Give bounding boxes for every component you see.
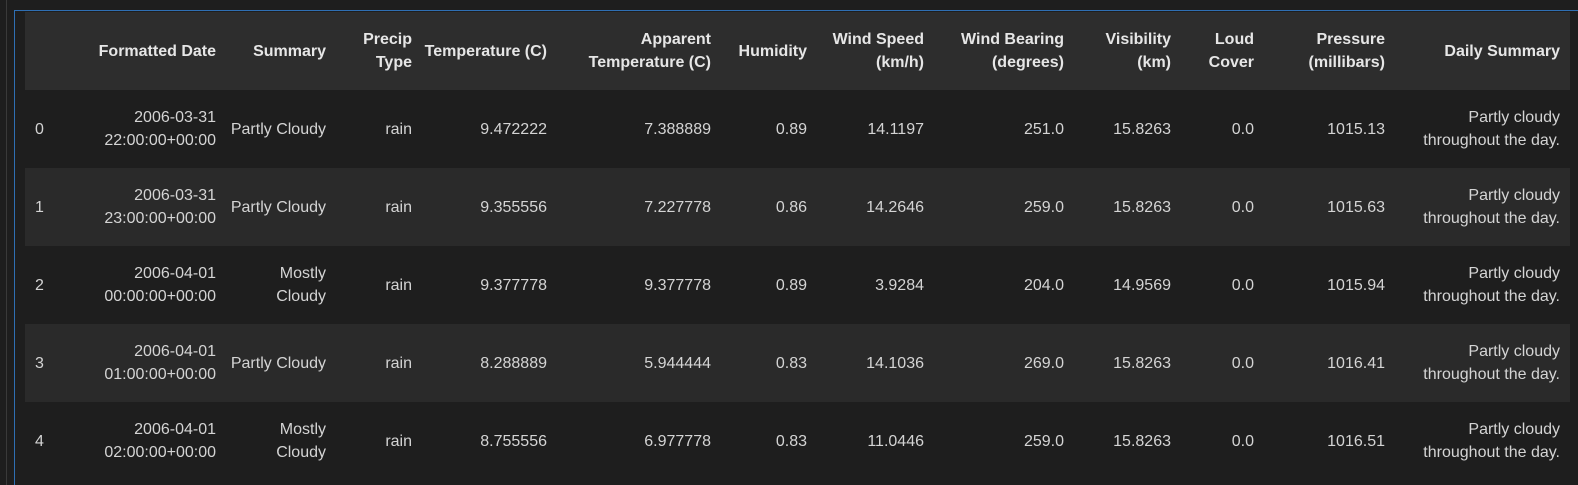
column-header-pressure: Pressure (millibars) — [1264, 12, 1395, 90]
cell-apparent-temperature: 9.377778 — [557, 246, 721, 324]
cell-humidity: 0.83 — [721, 402, 817, 480]
row-index: 1 — [25, 168, 70, 246]
cell-pressure: 1015.13 — [1264, 90, 1395, 168]
table-header: Formatted Date Summary Precip Type Tempe… — [25, 12, 1570, 90]
cell-wind-speed: 14.2646 — [817, 168, 934, 246]
cell-humidity: 0.89 — [721, 246, 817, 324]
cell-apparent-temperature: 7.227778 — [557, 168, 721, 246]
table-row: 0 2006-03-31 22:00:00+00:00 Partly Cloud… — [25, 90, 1570, 168]
notebook-output-cell — [14, 10, 1578, 485]
table-body: 0 2006-03-31 22:00:00+00:00 Partly Cloud… — [25, 90, 1570, 480]
cell-wind-speed: 3.9284 — [817, 246, 934, 324]
cell-formatted-date: 2006-04-01 02:00:00+00:00 — [70, 402, 226, 480]
cell-summary: Mostly Cloudy — [226, 402, 336, 480]
cell-humidity: 0.83 — [721, 324, 817, 402]
cell-wind-bearing: 259.0 — [934, 168, 1074, 246]
cell-wind-speed: 14.1036 — [817, 324, 934, 402]
cell-formatted-date: 2006-03-31 22:00:00+00:00 — [70, 90, 226, 168]
column-header-loud-cover: Loud Cover — [1181, 12, 1264, 90]
table-row: 4 2006-04-01 02:00:00+00:00 Mostly Cloud… — [25, 402, 1570, 480]
cell-summary: Partly Cloudy — [226, 90, 336, 168]
cell-loud-cover: 0.0 — [1181, 324, 1264, 402]
cell-wind-bearing: 251.0 — [934, 90, 1074, 168]
index-header — [25, 12, 70, 90]
cell-summary: Partly Cloudy — [226, 324, 336, 402]
row-index: 0 — [25, 90, 70, 168]
cell-pressure: 1016.41 — [1264, 324, 1395, 402]
cell-formatted-date: 2006-04-01 01:00:00+00:00 — [70, 324, 226, 402]
column-header-wind-bearing: Wind Bearing (degrees) — [934, 12, 1074, 90]
cell-loud-cover: 0.0 — [1181, 168, 1264, 246]
header-row: Formatted Date Summary Precip Type Tempe… — [25, 12, 1570, 90]
cell-visibility: 15.8263 — [1074, 90, 1181, 168]
cell-summary: Mostly Cloudy — [226, 246, 336, 324]
cell-apparent-temperature: 5.944444 — [557, 324, 721, 402]
cell-temperature: 9.355556 — [422, 168, 557, 246]
cell-pressure: 1015.63 — [1264, 168, 1395, 246]
cell-humidity: 0.89 — [721, 90, 817, 168]
cell-precip-type: rain — [336, 324, 422, 402]
cell-precip-type: rain — [336, 246, 422, 324]
cell-visibility: 15.8263 — [1074, 402, 1181, 480]
cell-wind-speed: 14.1197 — [817, 90, 934, 168]
dataframe-table: Formatted Date Summary Precip Type Tempe… — [25, 12, 1570, 480]
column-header-temperature: Temperature (C) — [422, 12, 557, 90]
cell-loud-cover: 0.0 — [1181, 246, 1264, 324]
cell-pressure: 1016.51 — [1264, 402, 1395, 480]
cell-loud-cover: 0.0 — [1181, 402, 1264, 480]
cell-pressure: 1015.94 — [1264, 246, 1395, 324]
column-header-formatted-date: Formatted Date — [70, 12, 226, 90]
cell-daily-summary: Partly cloudy throughout the day. — [1395, 324, 1570, 402]
column-header-wind-speed: Wind Speed (km/h) — [817, 12, 934, 90]
row-index: 3 — [25, 324, 70, 402]
column-header-visibility: Visibility (km) — [1074, 12, 1181, 90]
cell-apparent-temperature: 6.977778 — [557, 402, 721, 480]
cell-daily-summary: Partly cloudy throughout the day. — [1395, 246, 1570, 324]
cell-temperature: 9.472222 — [422, 90, 557, 168]
column-header-daily-summary: Daily Summary — [1395, 12, 1570, 90]
row-index: 2 — [25, 246, 70, 324]
cell-wind-bearing: 269.0 — [934, 324, 1074, 402]
cell-formatted-date: 2006-03-31 23:00:00+00:00 — [70, 168, 226, 246]
row-index: 4 — [25, 402, 70, 480]
cell-wind-bearing: 204.0 — [934, 246, 1074, 324]
cell-precip-type: rain — [336, 168, 422, 246]
cell-visibility: 15.8263 — [1074, 324, 1181, 402]
cell-daily-summary: Partly cloudy throughout the day. — [1395, 402, 1570, 480]
table-row: 3 2006-04-01 01:00:00+00:00 Partly Cloud… — [25, 324, 1570, 402]
table-row: 1 2006-03-31 23:00:00+00:00 Partly Cloud… — [25, 168, 1570, 246]
cell-precip-type: rain — [336, 90, 422, 168]
cell-formatted-date: 2006-04-01 00:00:00+00:00 — [70, 246, 226, 324]
cell-visibility: 15.8263 — [1074, 168, 1181, 246]
cell-loud-cover: 0.0 — [1181, 90, 1264, 168]
column-header-summary: Summary — [226, 12, 336, 90]
cell-visibility: 14.9569 — [1074, 246, 1181, 324]
cell-summary: Partly Cloudy — [226, 168, 336, 246]
cell-temperature: 9.377778 — [422, 246, 557, 324]
cell-apparent-temperature: 7.388889 — [557, 90, 721, 168]
cell-temperature: 8.288889 — [422, 324, 557, 402]
cell-wind-bearing: 259.0 — [934, 402, 1074, 480]
cell-daily-summary: Partly cloudy throughout the day. — [1395, 90, 1570, 168]
column-header-humidity: Humidity — [721, 12, 817, 90]
column-header-apparent-temperature: Apparent Temperature (C) — [557, 12, 721, 90]
column-header-precip-type: Precip Type — [336, 12, 422, 90]
cell-temperature: 8.755556 — [422, 402, 557, 480]
cell-daily-summary: Partly cloudy throughout the day. — [1395, 168, 1570, 246]
table-row: 2 2006-04-01 00:00:00+00:00 Mostly Cloud… — [25, 246, 1570, 324]
cell-precip-type: rain — [336, 402, 422, 480]
cell-wind-speed: 11.0446 — [817, 402, 934, 480]
cell-humidity: 0.86 — [721, 168, 817, 246]
editor-gutter-rule — [6, 0, 7, 485]
